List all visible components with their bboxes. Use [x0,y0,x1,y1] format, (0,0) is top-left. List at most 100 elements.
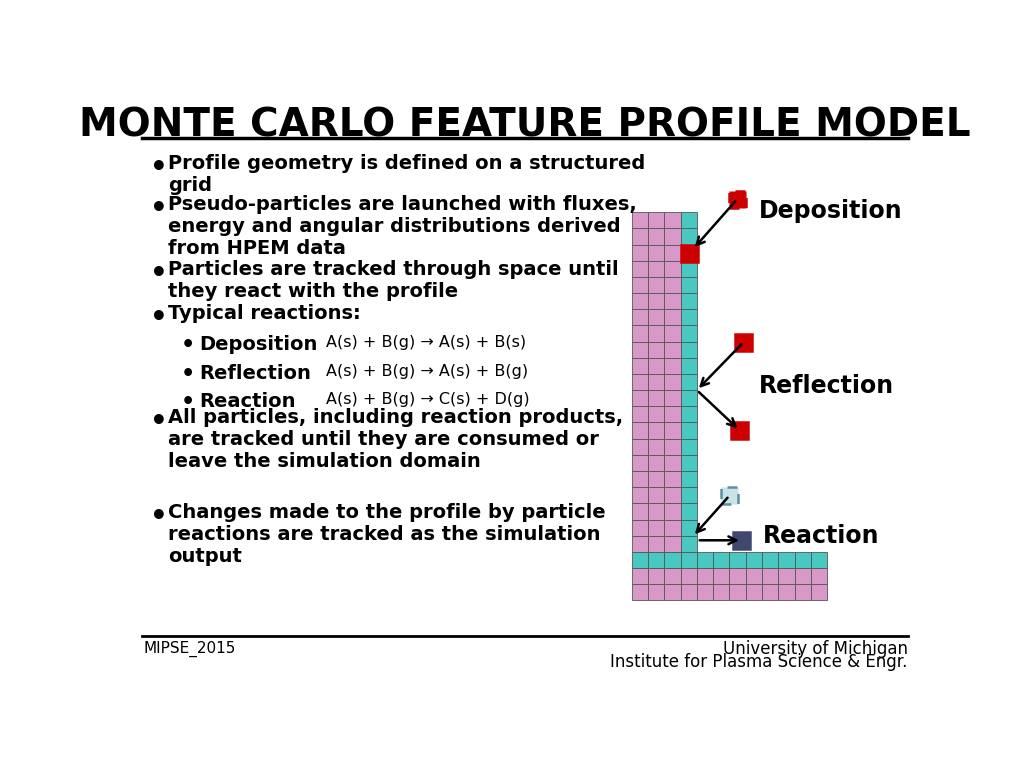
Text: Pseudo-particles are launched with fluxes,
energy and angular distributions deri: Pseudo-particles are launched with fluxe… [168,194,637,257]
Text: Particles are tracked through space until
they react with the profile: Particles are tracked through space unti… [168,260,618,301]
Bar [681,471,697,487]
Bar [648,406,665,422]
Bar [762,584,778,601]
Bar [632,536,648,552]
Bar [665,487,681,503]
Bar [632,519,648,536]
Bar [681,422,697,439]
Text: •: • [150,154,168,182]
Bar [681,552,697,568]
Bar [681,212,697,228]
Bar [648,326,665,342]
Bar [745,552,762,568]
Text: Institute for Plasma Science & Engr.: Institute for Plasma Science & Engr. [610,653,907,670]
Bar [681,342,697,358]
Bar [681,310,697,326]
Text: All particles, including reaction products,
are tracked until they are consumed : All particles, including reaction produc… [168,408,624,471]
Bar [681,228,697,245]
Bar [795,568,811,584]
Bar [811,552,827,568]
Text: •: • [180,336,195,356]
Bar [665,326,681,342]
Text: Reflection: Reflection [759,374,894,399]
Text: Reflection: Reflection [200,364,311,383]
Bar [632,422,648,439]
Bar [681,244,697,262]
Bar [648,390,665,406]
Bar [648,519,665,536]
Bar [665,584,681,601]
Bar [697,568,713,584]
Bar [648,245,665,261]
Bar [681,439,697,455]
Bar [648,228,665,245]
Bar [632,212,648,228]
Bar [665,261,681,277]
Bar [681,358,697,374]
Bar [733,531,751,549]
Bar [731,422,748,439]
Bar [713,568,729,584]
Bar [632,342,648,358]
Bar [632,390,648,406]
Bar [681,568,697,584]
Bar [648,212,665,228]
Bar [729,568,745,584]
Bar [681,261,697,277]
Bar [811,584,827,601]
Bar [681,519,697,536]
Bar [665,277,681,293]
Bar [648,552,665,568]
Bar [681,277,697,293]
Bar [729,552,745,568]
Bar [681,293,697,310]
Bar [778,584,795,601]
Bar [648,471,665,487]
Bar [665,374,681,390]
Bar [648,536,665,552]
Bar [632,406,648,422]
Text: •: • [180,364,195,384]
Bar [729,190,745,207]
Bar [681,536,697,552]
Bar [795,584,811,601]
Bar [632,487,648,503]
Bar [721,487,738,504]
Bar [745,568,762,584]
Bar [648,568,665,584]
Bar [665,228,681,245]
Bar [681,390,697,406]
Text: A(s) + B(g) → A(s) + B(g): A(s) + B(g) → A(s) + B(g) [326,364,527,379]
Bar [681,584,697,601]
Bar [632,310,648,326]
Bar [648,422,665,439]
Bar [648,455,665,471]
Bar [697,584,713,601]
Bar [745,584,762,601]
Bar [632,584,648,601]
Bar [632,471,648,487]
Text: MIPSE_2015: MIPSE_2015 [143,641,236,657]
Bar [648,277,665,293]
Text: MONTE CARLO FEATURE PROFILE MODEL: MONTE CARLO FEATURE PROFILE MODEL [79,106,971,144]
Bar [681,406,697,422]
Bar [811,568,827,584]
Bar [735,334,752,351]
Bar [648,487,665,503]
Bar [665,310,681,326]
Text: University of Michigan: University of Michigan [723,640,907,657]
Text: A(s) + B(g) → C(s) + D(g): A(s) + B(g) → C(s) + D(g) [326,392,529,408]
Bar [681,487,697,503]
Bar [778,568,795,584]
Bar [648,342,665,358]
Bar [665,439,681,455]
Bar [665,358,681,374]
Bar [648,261,665,277]
Bar [713,584,729,601]
Bar [665,245,681,261]
Text: Profile geometry is defined on a structured
grid: Profile geometry is defined on a structu… [168,154,645,195]
Bar [665,471,681,487]
Text: •: • [150,502,168,531]
Bar [665,519,681,536]
Bar [632,261,648,277]
